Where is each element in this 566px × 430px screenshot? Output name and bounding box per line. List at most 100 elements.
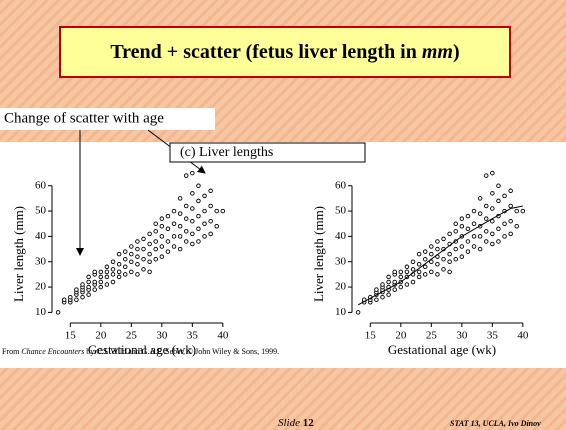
point (147, 269, 152, 275)
point (98, 269, 104, 275)
point (508, 231, 513, 237)
point (471, 234, 477, 239)
x-tick-label: 40 (517, 330, 529, 342)
point (404, 282, 410, 287)
point (416, 262, 422, 267)
point (129, 259, 134, 264)
point (502, 234, 507, 239)
point (116, 274, 122, 280)
point (490, 241, 495, 247)
y-tick-label: 60 (35, 179, 47, 191)
point (153, 221, 158, 226)
annotation: Change of scatter with age (4, 110, 164, 126)
point (165, 239, 171, 244)
point (196, 239, 201, 244)
point (459, 254, 465, 259)
point (435, 262, 440, 267)
point (404, 269, 410, 275)
point (196, 183, 201, 188)
point (508, 188, 513, 194)
point (135, 262, 140, 267)
point (422, 264, 428, 270)
y-tick-label: 30 (35, 255, 47, 267)
point (116, 269, 122, 275)
point (183, 229, 189, 234)
point (380, 282, 385, 287)
y-axis-label: Liver length (mm) (311, 206, 326, 302)
point (447, 231, 452, 237)
slide-number-value: 12 (303, 417, 315, 429)
point (190, 218, 195, 224)
x-tick-label: 35 (487, 330, 499, 342)
point (490, 206, 495, 211)
point (447, 259, 452, 264)
point (514, 208, 519, 214)
y-tick-label: 40 (335, 230, 347, 242)
point (496, 239, 501, 244)
point (392, 269, 397, 275)
point (435, 239, 440, 244)
point (177, 196, 183, 201)
point (416, 251, 422, 257)
point (147, 251, 152, 257)
x-tick-label: 15 (65, 330, 77, 342)
point (490, 231, 495, 237)
point (471, 208, 477, 214)
y-tick-label: 10 (35, 306, 47, 318)
point (208, 188, 213, 194)
point (502, 193, 507, 199)
point (435, 272, 440, 277)
point (141, 267, 146, 272)
point (429, 251, 434, 257)
point (374, 297, 379, 302)
point (177, 246, 183, 252)
point (141, 246, 146, 252)
point (190, 206, 195, 211)
point (520, 208, 526, 214)
point (159, 244, 165, 249)
point (159, 224, 165, 229)
point (410, 267, 416, 272)
point (508, 218, 513, 224)
point (196, 226, 201, 232)
point (386, 292, 391, 297)
source: From Chance Encounters by C.J. Wild and … (2, 347, 279, 356)
point (429, 259, 434, 264)
point (190, 231, 195, 237)
point (171, 234, 177, 239)
point (135, 272, 140, 277)
point (98, 279, 104, 285)
point (429, 244, 434, 249)
panel-label: (c) Liver lengths (180, 145, 273, 160)
point (496, 226, 501, 232)
point (422, 272, 428, 277)
point (386, 279, 391, 285)
point (410, 279, 416, 285)
point (477, 211, 483, 216)
point (404, 264, 410, 270)
x-axis-label: Gestational age (wk) (388, 342, 496, 357)
point (183, 203, 189, 209)
point (86, 292, 91, 297)
point (392, 279, 397, 285)
y-tick-label: 50 (35, 205, 47, 217)
point (220, 208, 226, 214)
point (147, 241, 152, 247)
y-tick-label: 20 (335, 281, 347, 293)
point (110, 272, 116, 277)
point (80, 282, 85, 287)
point (465, 226, 471, 232)
point (386, 274, 391, 280)
x-tick-label: 30 (456, 330, 468, 342)
x-tick-label: 40 (217, 330, 229, 342)
point (141, 256, 146, 262)
point (86, 284, 91, 290)
annotation-box (0, 108, 215, 130)
point (190, 241, 195, 247)
slide-label: Slide (278, 417, 303, 429)
y-tick-label: 40 (35, 230, 47, 242)
point (92, 269, 97, 275)
point (447, 269, 452, 275)
source-text: From (2, 347, 21, 356)
point (183, 239, 189, 244)
